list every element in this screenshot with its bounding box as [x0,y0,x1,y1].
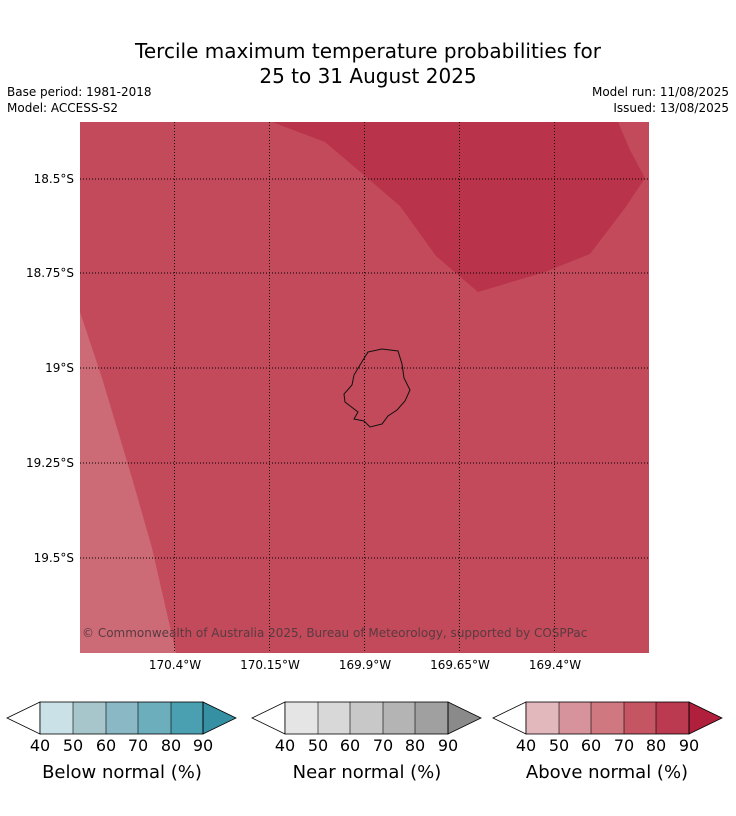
colorbar-tick: 40 [274,736,296,755]
lon-label: 169.65°W [430,658,490,672]
model-run: Model run: 11/08/2025 [591,85,729,99]
colorbar-tick: 50 [62,736,84,755]
lat-label: 19°S [45,361,74,375]
colorbar-tick: 70 [127,736,149,755]
colorbar-tick: 70 [372,736,394,755]
colorbar-near-normal [251,701,482,735]
graticule [80,122,649,653]
colorbar-above-normal [492,701,723,735]
colorbar-tick: 80 [404,736,426,755]
colorbar-tick: 40 [29,736,51,755]
colorbar-tick: 90 [192,736,214,755]
lat-label: 19.5°S [33,551,74,565]
colorbar-tick: 80 [645,736,667,755]
lon-label: 169.9°W [338,658,392,672]
issued-date: Issued: 13/08/2025 [613,101,729,115]
island-outline [343,348,411,428]
colorbar-tick: 90 [437,736,459,755]
colorbar-label-above-normal: Above normal (%) [525,762,689,783]
colorbar-tick: 80 [160,736,182,755]
region-above-60-70 [80,312,176,653]
lat-label: 19.25°S [26,456,74,470]
lon-label: 170.4°W [148,658,202,672]
colorbar-label-below-normal: Below normal (%) [42,762,202,783]
colorbar-tick: 50 [307,736,329,755]
base-period: Base period: 1981-2018 [7,85,152,99]
colorbar-label-near-normal: Near normal (%) [292,762,442,783]
lat-label: 18.75°S [26,266,74,280]
copyright-credit: © Commonwealth of Australia 2025, Bureau… [82,626,588,640]
colorbar-tick: 40 [515,736,537,755]
lon-label: 169.4°W [528,658,582,672]
colorbar-tick: 60 [95,736,117,755]
region-above-80-90 [272,122,645,292]
colorbar-tick: 90 [678,736,700,755]
model-name: Model: ACCESS-S2 [7,101,119,115]
chart-title-line2: 25 to 31 August 2025 [259,64,477,88]
colorbar-below-normal [6,701,237,735]
colorbar-tick: 60 [580,736,602,755]
lon-label: 170.15°W [240,658,300,672]
colorbar-tick: 60 [339,736,361,755]
chart-title-line1: Tercile maximum temperature probabilitie… [135,39,601,63]
colorbar-tick: 70 [613,736,635,755]
lat-label: 18.5°S [33,172,74,186]
colorbar-tick: 50 [548,736,570,755]
